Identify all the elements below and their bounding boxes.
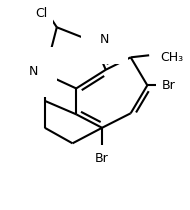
Text: Br: Br [95,152,109,165]
Text: CH₃: CH₃ [160,51,183,64]
Text: N: N [29,65,38,78]
Text: N: N [100,33,110,46]
Text: Br: Br [162,79,176,92]
Text: Cl: Cl [35,7,47,20]
